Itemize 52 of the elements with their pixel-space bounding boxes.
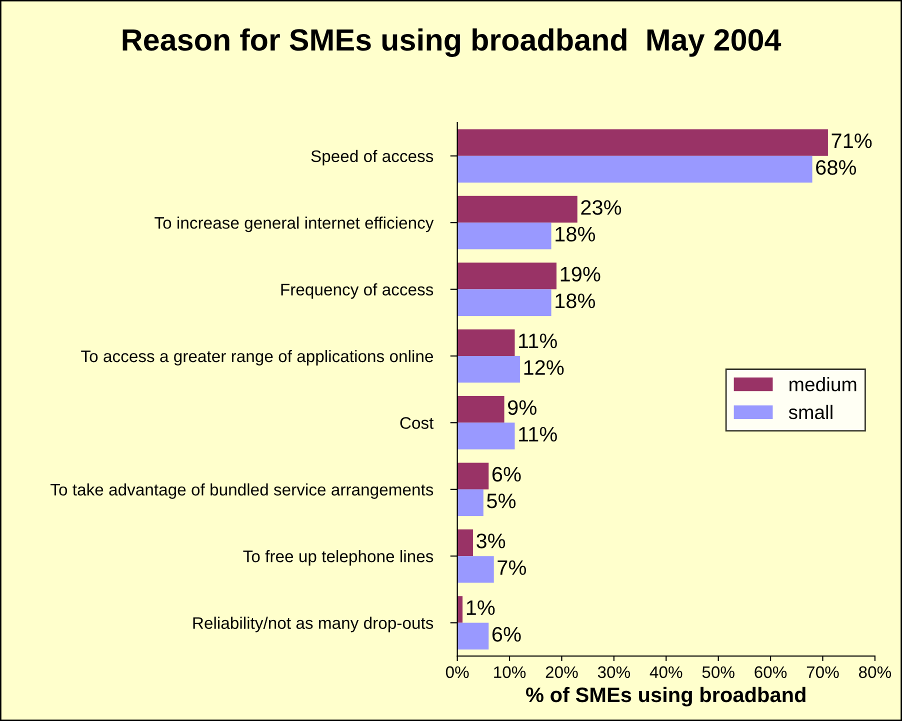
x-tick-label: 40% [650,666,682,678]
bar [457,462,489,490]
bar [457,489,484,516]
y-tick-label: To access a greater range of applications online [81,350,433,366]
x-axis-title: % of SMEs using broadband [526,686,806,706]
x-tick-label: 0% [446,666,469,678]
data-label: 7% [498,560,526,575]
y-tick-label: Frequency of access [281,283,434,299]
data-label: 11% [519,426,557,442]
bar [457,622,489,650]
data-label: 9% [508,400,536,415]
y-tick-label: Cost [400,417,434,429]
x-tick-label: 60% [754,666,787,678]
data-label: 6% [492,626,521,642]
bar [457,289,552,316]
data-label: 6% [492,466,521,482]
bar [457,396,504,423]
y-tick-label: Reliability/not as many drop-outs [193,616,434,632]
data-label: 3% [476,534,506,548]
data-label: 1% [466,600,495,615]
bar [457,329,515,356]
bar [457,262,556,290]
y-tick-label: To take advantage of bundled service arrangements [50,483,434,499]
x-tick-label: 10% [494,666,526,678]
data-label: 23% [581,200,622,215]
bar [457,196,578,223]
data-label: 19% [560,266,600,282]
legend-label: medium [790,377,856,392]
data-label: 18% [556,293,596,308]
chart-title: Reason for SMEs using broadband May 2004 [122,28,782,57]
bar [457,422,515,450]
y-tick-label: To free up telephone lines [243,550,434,566]
data-label: 11% [519,334,557,348]
data-label: 12% [524,360,564,375]
bar [457,356,520,383]
data-label: 18% [556,226,596,242]
x-tick-label: 30% [598,666,630,678]
data-label: 71% [832,134,872,148]
bar [457,222,552,250]
x-tick-label: 70% [806,666,839,678]
x-tick-label: 80% [858,666,892,678]
bar [457,156,812,183]
x-tick-label: 50% [702,666,734,678]
y-tick-label: Speed of access [311,150,434,166]
x-tick-label: 20% [546,666,578,678]
data-label: 68% [816,160,856,175]
data-label: 5% [487,494,516,508]
bar [457,556,494,583]
bar [457,529,473,556]
y-tick-label: To increase general internet efficiency [154,216,434,232]
legend-label: small [788,404,832,420]
bar [457,129,828,156]
